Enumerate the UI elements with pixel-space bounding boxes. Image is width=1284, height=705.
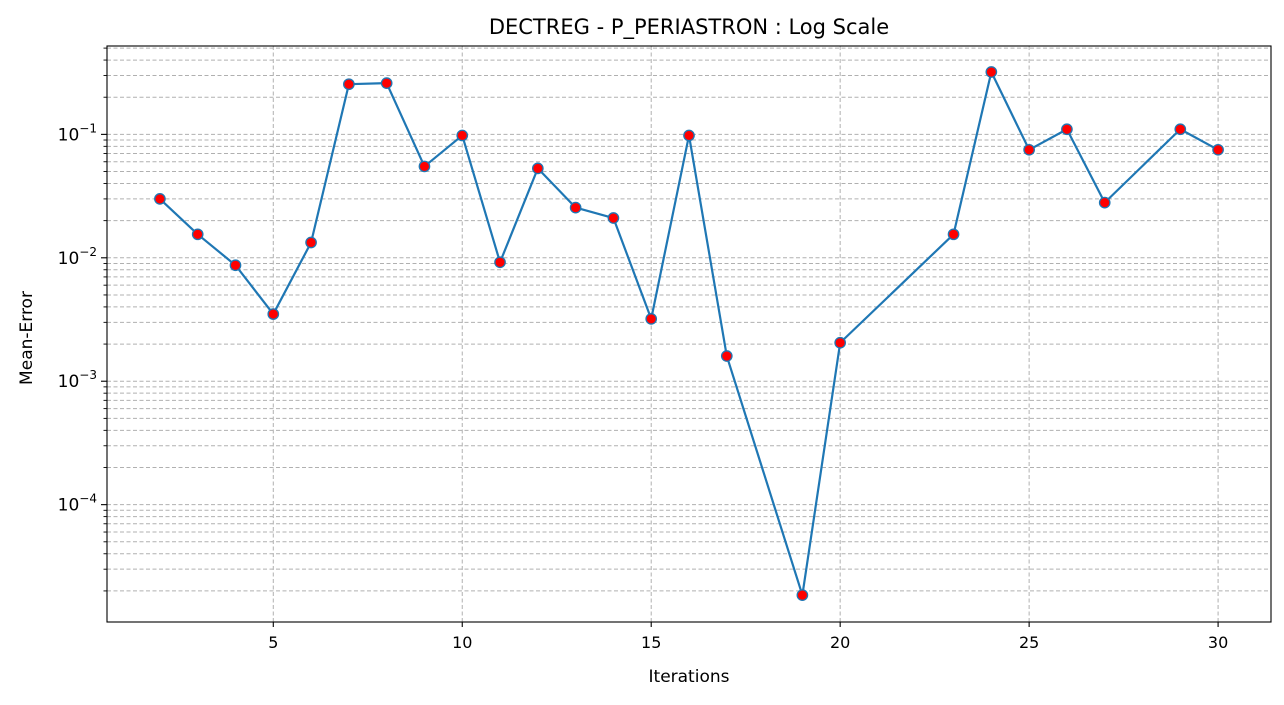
data-point <box>569 201 582 214</box>
tick-layer: 5 10 15 20 25 30 10−4 10−3 10−2 10−1 <box>58 47 1228 652</box>
data-point <box>418 160 431 173</box>
data-point <box>531 162 544 175</box>
x-tick-label: 15 <box>641 633 661 652</box>
data-point <box>456 129 469 142</box>
y-axis-label: Mean-Error <box>17 291 37 385</box>
data-point <box>229 259 242 272</box>
y-tick-label: 10−4 <box>58 492 97 516</box>
data-point <box>494 256 506 269</box>
x-axis-label: Iterations <box>649 667 730 687</box>
data-point <box>985 66 998 78</box>
marker-layer <box>154 66 1224 601</box>
x-tick-label: 5 <box>268 633 278 652</box>
data-point <box>607 212 620 224</box>
y-tick-label: 10−2 <box>58 245 97 269</box>
x-tick-label: 10 <box>452 633 472 652</box>
data-point <box>305 236 317 249</box>
y-tick-label: 10−3 <box>58 368 97 392</box>
data-point <box>1212 143 1224 156</box>
x-tick-label: 25 <box>1019 633 1039 652</box>
data-point <box>1061 123 1073 136</box>
plot-frame <box>106 45 1272 623</box>
data-point <box>154 193 166 205</box>
x-tick-label: 20 <box>830 633 850 652</box>
data-point <box>1098 196 1111 209</box>
data-point <box>267 308 280 320</box>
data-point <box>796 589 809 601</box>
data-point <box>1023 143 1035 156</box>
chart-title: DECTREG - P_PERIASTRON : Log Scale <box>489 15 889 40</box>
data-point <box>947 228 960 241</box>
x-tick-label: 30 <box>1208 633 1228 652</box>
y-tick-label: 10−1 <box>58 121 97 145</box>
data-point <box>191 228 204 241</box>
data-point <box>343 78 355 91</box>
data-point <box>1174 123 1187 136</box>
data-point <box>834 336 847 349</box>
data-point <box>683 129 695 142</box>
data-point <box>720 350 733 362</box>
data-point <box>645 313 658 325</box>
data-point <box>380 77 393 90</box>
